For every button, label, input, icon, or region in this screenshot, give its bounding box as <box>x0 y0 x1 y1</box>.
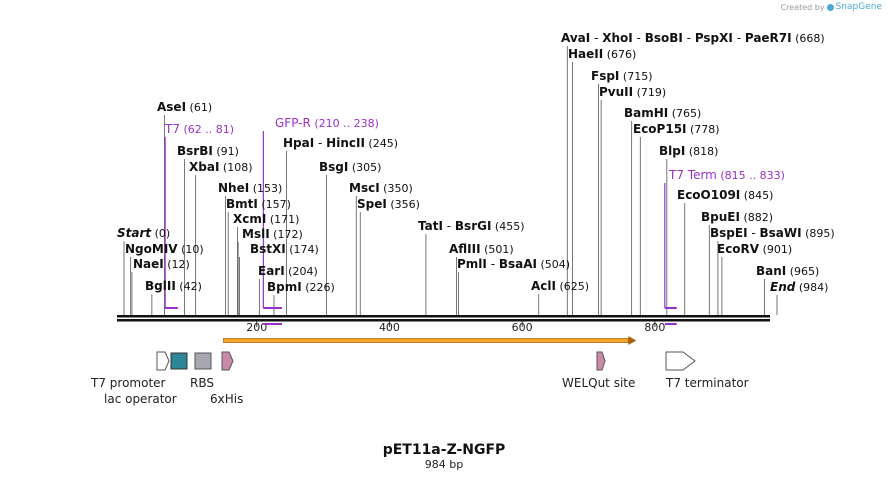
site-label-tati[interactable]: TatI - BsrGI (455) <box>418 219 525 233</box>
tick-label: 600 <box>512 321 533 334</box>
site-label-ngomiv[interactable]: NgoMIV (10) <box>125 242 204 256</box>
feature-label-6xhis: 6xHis <box>210 392 243 406</box>
site-label-pmli[interactable]: PmlI - BsaAI (504) <box>457 257 570 271</box>
site-label-bglii[interactable]: BglII (42) <box>145 279 202 293</box>
snapgene-name: SnapGene <box>835 2 882 12</box>
tick-label: 200 <box>246 321 267 334</box>
site-leaders <box>123 46 778 315</box>
welqut-site-icon[interactable] <box>596 351 606 371</box>
feature-label-t7-terminator: T7 terminator <box>665 376 749 390</box>
primer-label-t7-term[interactable]: T7 Term (815 .. 833) <box>668 168 785 182</box>
rbs-icon[interactable] <box>194 352 212 370</box>
snapgene-logo-icon <box>826 3 834 11</box>
feature-label-t7-promoter: T7 promoter <box>90 376 166 390</box>
feature-label-welqut-site: WELQut site <box>562 376 635 390</box>
feature-label-lac-operator: lac operator <box>104 392 177 406</box>
orf-arrowhead-icon <box>628 336 637 345</box>
tick-label: 800 <box>644 321 665 334</box>
site-label-start[interactable]: Start (0) <box>117 226 170 240</box>
site-label-eari[interactable]: EarI (204) <box>258 264 318 278</box>
6xhis-tag-icon[interactable] <box>221 351 234 371</box>
site-label-ecorv[interactable]: EcoRV (901) <box>717 242 792 256</box>
site-label-avai[interactable]: AvaI - XhoI - BsoBI - PspXI - PaeR7I (66… <box>561 31 825 45</box>
backbone-bottom-strand <box>117 319 770 322</box>
site-label-msli[interactable]: MslI (172) <box>242 227 303 241</box>
site-label-ecoo109i[interactable]: EcoO109I (845) <box>677 188 773 202</box>
site-label-bstxi[interactable]: BstXI (174) <box>250 242 319 256</box>
site-label-nhei[interactable]: NheI (153) <box>218 181 282 195</box>
site-label-bamhi[interactable]: BamHI (765) <box>624 106 701 120</box>
site-label-bpuei[interactable]: BpuEI (882) <box>701 210 773 224</box>
site-label-pvuii[interactable]: PvuII (719) <box>599 85 666 99</box>
created-by-text: Created by <box>780 2 825 12</box>
feature-track: T7 promoter lac operator RBS 6xHis WELQu… <box>90 351 749 406</box>
site-labels: AvaI - XhoI - BsoBI - PspXI - PaeR7I (66… <box>117 31 835 294</box>
site-label-spei[interactable]: SpeI (356) <box>357 197 420 211</box>
site-label-bani[interactable]: BanI (965) <box>756 264 819 278</box>
primer-binding-sites: T7 (62 .. 81) GFP-R (210 .. 238) T7 Term (… <box>164 116 785 325</box>
orf-track <box>223 336 637 345</box>
ruler-ticks: 200 400 600 800 <box>246 321 665 334</box>
site-label-fspi[interactable]: FspI (715) <box>591 69 652 83</box>
backbone-top-strand <box>117 315 770 318</box>
site-label-asei[interactable]: AseI (61) <box>157 100 212 114</box>
lac-operator-icon[interactable] <box>170 352 188 370</box>
site-label-blpi[interactable]: BlpI (818) <box>659 144 718 158</box>
site-label-bpmi[interactable]: BpmI (226) <box>267 280 335 294</box>
site-label-acli[interactable]: AclI (625) <box>531 279 589 293</box>
site-label-hpai[interactable]: HpaI - HincII (245) <box>283 136 398 150</box>
primer-label-t7[interactable]: T7 (62 .. 81) <box>164 122 234 136</box>
map-size-label: 984 bp <box>425 458 463 471</box>
site-label-end[interactable]: End (984) <box>770 280 828 294</box>
site-label-xcmi[interactable]: XcmI (171) <box>233 212 299 226</box>
t7-terminator-icon[interactable] <box>665 351 696 371</box>
site-label-naei[interactable]: NaeI (12) <box>133 257 190 271</box>
map-title: pET11a-Z-NGFP <box>383 442 506 458</box>
tick-label: 400 <box>379 321 400 334</box>
site-label-xbai[interactable]: XbaI (108) <box>189 160 252 174</box>
orf-bar[interactable] <box>223 338 629 343</box>
t7-promoter-icon[interactable] <box>156 351 170 371</box>
site-label-bmti[interactable]: BmtI (157) <box>226 197 291 211</box>
site-label-bspei[interactable]: BspEI - BsaWI (895) <box>710 226 835 240</box>
snapgene-branding: Created by SnapGene <box>781 2 882 12</box>
site-label-bsgi[interactable]: BsgI (305) <box>319 160 381 174</box>
backbone <box>117 315 770 322</box>
site-label-bsrbi[interactable]: BsrBI (91) <box>177 144 239 158</box>
site-label-ecop15i[interactable]: EcoP15I (778) <box>633 122 720 136</box>
site-label-afliii[interactable]: AflIII (501) <box>449 242 514 256</box>
feature-label-rbs: RBS <box>190 376 214 390</box>
site-label-haeii[interactable]: HaeII (676) <box>568 47 636 61</box>
primer-label-gfp-r[interactable]: GFP-R (210 .. 238) <box>275 116 379 130</box>
site-label-msci[interactable]: MscI (350) <box>349 181 413 195</box>
